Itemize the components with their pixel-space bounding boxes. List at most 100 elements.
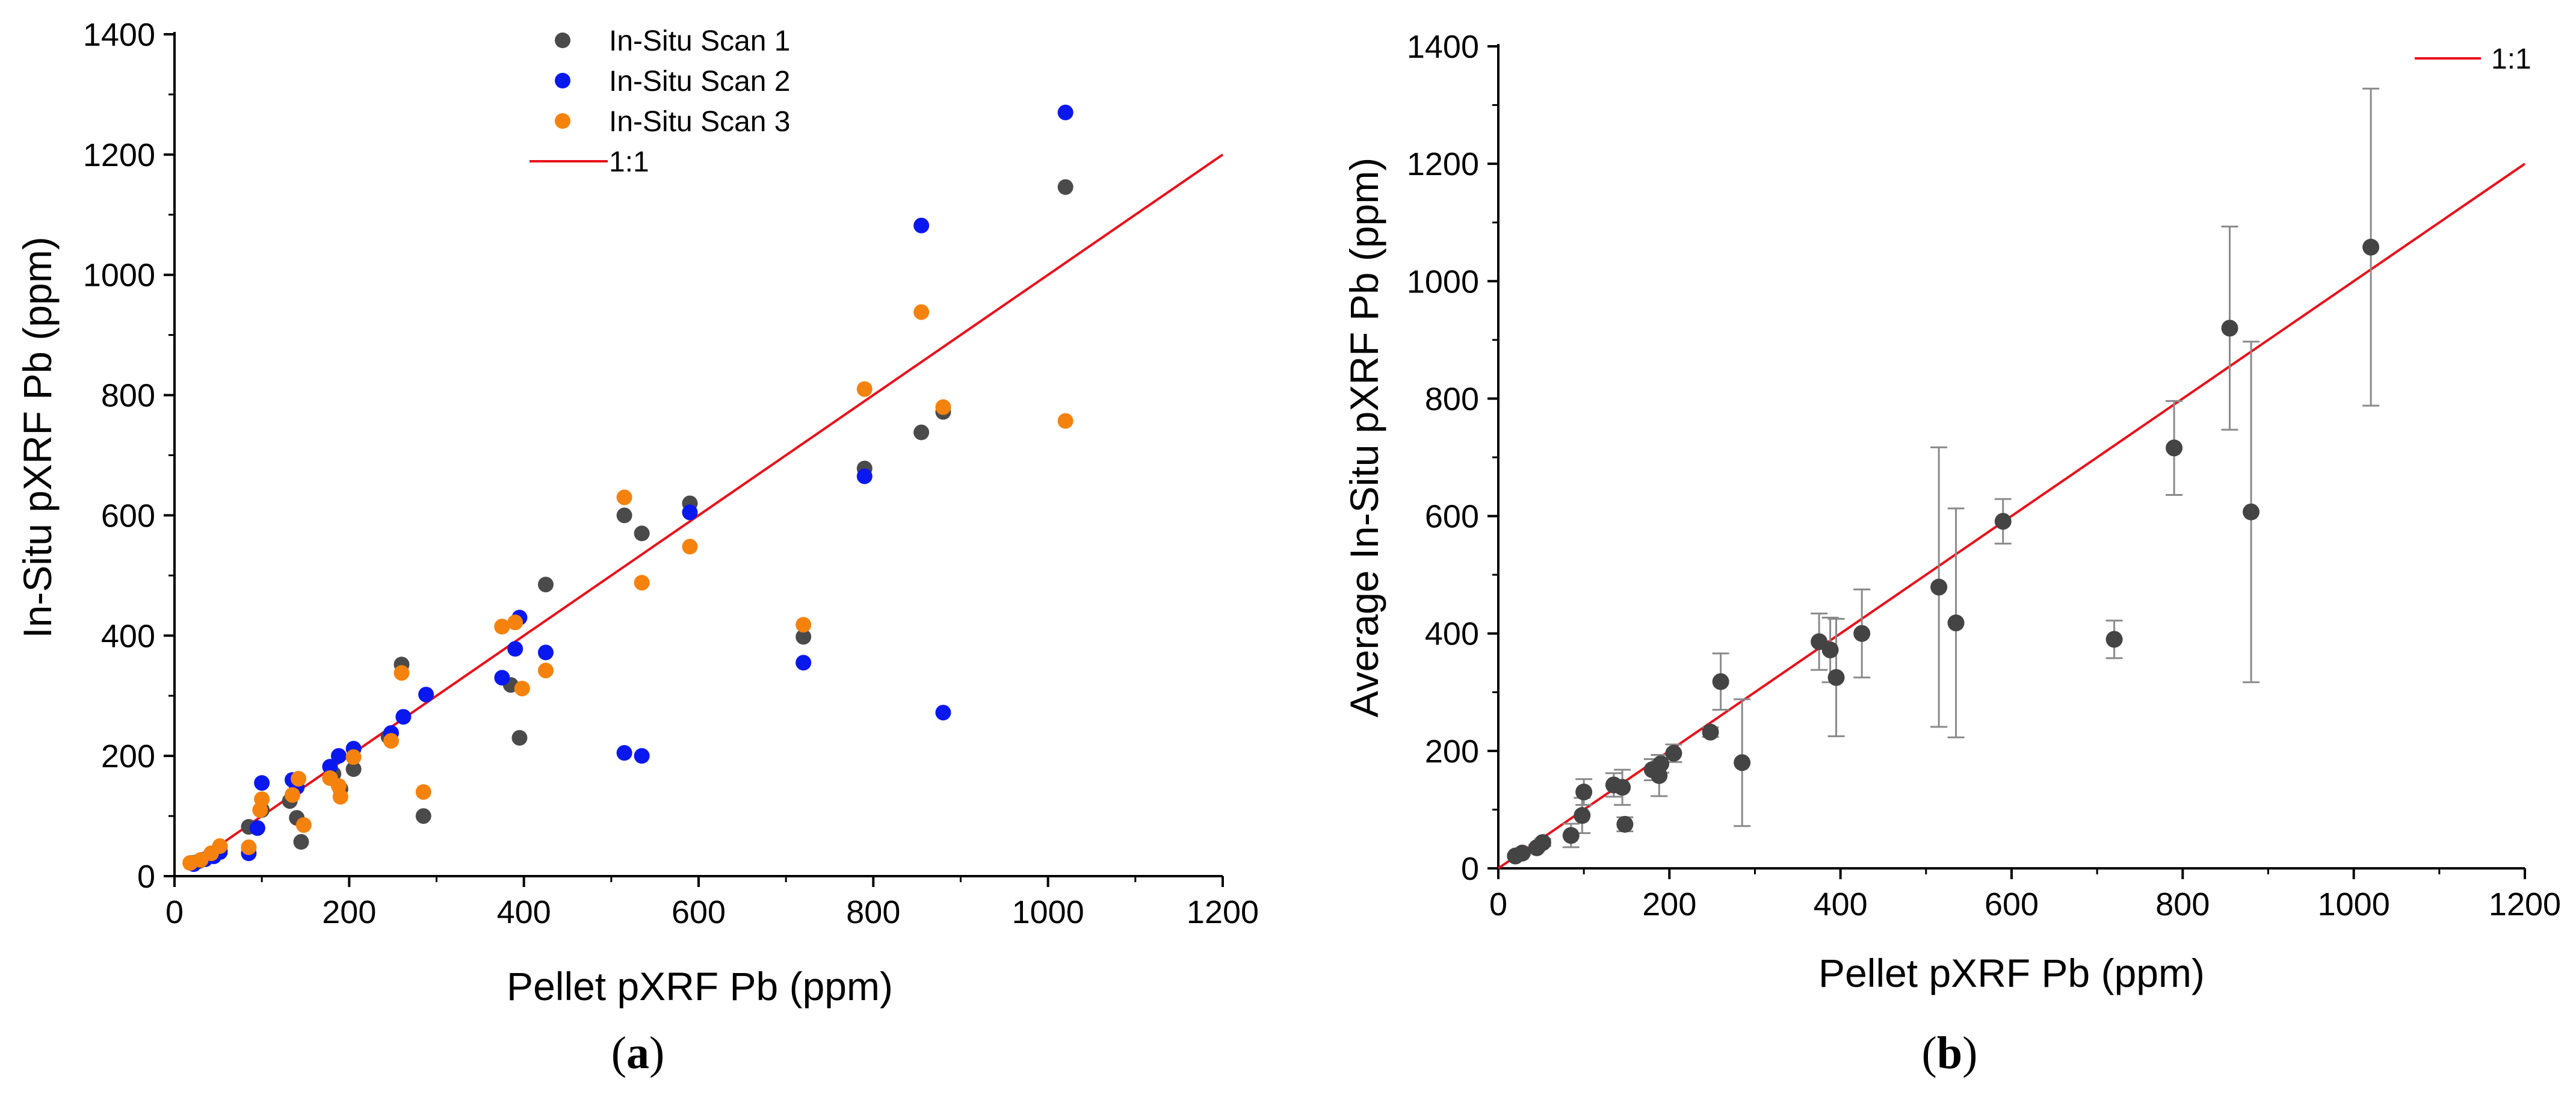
chart-a-legend-label: In-Situ Scan 3	[609, 106, 791, 138]
chart-a-point-series-3	[383, 733, 400, 749]
chart-b-y-tick-label: 200	[1425, 734, 1479, 770]
chart-a-point-series-2	[856, 468, 873, 484]
chart-a-x-tick-label: 400	[497, 894, 551, 930]
chart-b-point-series-1	[1652, 755, 1670, 773]
chart-b-point-series-1	[1575, 783, 1593, 801]
chart-a-point-series-1	[1057, 179, 1073, 195]
chart-b-point-series-1	[2105, 631, 2123, 648]
chart-b-x-tick-label: 800	[2155, 886, 2210, 922]
chart-a-panel-label: (a)	[611, 1028, 665, 1078]
chart-a-point-series-3	[494, 619, 510, 635]
chart-a-point-series-1	[795, 629, 812, 645]
chart-a-ref-group	[191, 153, 1224, 865]
chart-b-point-series-1	[1665, 744, 1682, 762]
chart-a-point-series-3	[254, 791, 270, 808]
chart-b-point-series-1	[1534, 834, 1551, 851]
chart-a-x-tick-label: 0	[165, 894, 184, 930]
chart-a-points	[182, 104, 1073, 873]
chart-b-ylabel: Average In-Situ pXRF Pb (ppm)	[1342, 158, 1386, 718]
chart-b-x-tick-label: 600	[1985, 886, 2039, 922]
chart-a-ylabel: In-Situ pXRF Pb (ppm)	[15, 236, 60, 638]
chart-a-point-series-2	[395, 709, 412, 725]
chart-a-y-tick-label: 1200	[83, 137, 155, 173]
chart-a-point-series-2	[418, 687, 434, 703]
chart-b-point-series-1	[1702, 723, 1719, 741]
chart-b-y-tick-label: 800	[1425, 381, 1479, 417]
chart-b-point-series-1	[2166, 439, 2183, 457]
chart-a-point-series-1	[634, 525, 650, 542]
chart-a-point-series-3	[537, 663, 554, 679]
chart-b-y-tick-label: 400	[1425, 616, 1479, 652]
chart-b-x-tick-label: 1000	[2318, 886, 2390, 922]
chart-b-point-series-1	[2221, 320, 2238, 337]
chart-a-point-series-3	[291, 771, 307, 787]
chart-b-point-series-1	[1562, 827, 1580, 844]
chart-b: 0 200 400 600 800 1000 1200 0 200 400 600 800 1000 12…	[1342, 29, 2561, 1078]
chart-a-point-series-3	[795, 617, 812, 633]
chart-b-errorbars	[1507, 87, 2380, 859]
chart-b-point-series-1	[1930, 578, 1948, 596]
chart-a: 0 200 400 600 800 1000 1200 0 200 400 600 800 1000 12…	[15, 17, 1259, 1078]
chart-a-ref-line	[191, 153, 1224, 865]
chart-a-point-series-3	[415, 784, 431, 800]
chart-a-point-series-1	[415, 808, 431, 824]
chart-a-x-tick-label: 600	[672, 894, 726, 930]
chart-b-point-series-1	[1821, 641, 1839, 659]
chart-a-point-series-2	[935, 705, 951, 721]
chart-a-point-series-1	[913, 424, 930, 440]
chart-b-point-series-1	[1853, 625, 1871, 642]
chart-b-xlabel: Pellet pXRF Pb (ppm)	[1818, 951, 2205, 995]
chart-b-x-tick-label: 1200	[2489, 886, 2561, 922]
chart-a-x-tick-label: 1000	[1012, 894, 1084, 930]
chart-b-y-tick-label: 600	[1425, 499, 1479, 535]
chart-a-legend-label: In-Situ Scan 2	[609, 66, 791, 97]
chart-a-point-series-2	[795, 655, 812, 671]
chart-a-point-series-3	[913, 304, 930, 320]
chart-a-point-series-2	[537, 644, 554, 661]
chart-a-legend-marker	[555, 73, 570, 88]
chart-a-point-series-3	[212, 838, 228, 854]
chart-b-point-series-1	[1712, 673, 1729, 690]
chart-a-y-tick-label: 600	[101, 498, 155, 534]
chart-b-x-tick-label: 0	[1489, 886, 1507, 922]
chart-a-point-series-3	[284, 787, 300, 803]
chart-a-y-tick-label: 800	[101, 378, 155, 414]
chart-a-point-series-3	[345, 749, 362, 765]
chart-a-point-series-3	[514, 681, 530, 697]
chart-a-point-series-2	[254, 775, 270, 791]
chart-a-point-series-3	[507, 614, 524, 631]
chart-b-point-series-1	[1947, 614, 1965, 632]
chart-a-point-series-2	[616, 745, 632, 761]
chart-a-point-series-3	[394, 665, 410, 681]
chart-b-points	[1507, 238, 2380, 865]
chart-a-point-series-3	[241, 839, 257, 856]
chart-a-grid-frame: 0 200 400 600 800 1000 1200 0 200 400 600 800 1000 12…	[83, 17, 1259, 930]
chart-a-point-series-3	[856, 381, 873, 397]
chart-b-legend: 1:1	[2415, 43, 2531, 75]
chart-a-point-series-2	[322, 759, 338, 775]
chart-b-point-series-1	[1734, 754, 1751, 771]
chart-a-legend-label: In-Situ Scan 1	[609, 25, 791, 57]
chart-b-y-tick-label: 1000	[1407, 264, 1479, 300]
chart-a-x-tick-label: 800	[846, 894, 900, 930]
chart-a-point-series-1	[511, 730, 528, 746]
chart-a-xlabel: Pellet pXRF Pb (ppm)	[507, 964, 893, 1009]
chart-a-point-series-3	[616, 489, 632, 505]
chart-b-point-series-1	[1827, 669, 1845, 686]
chart-a-legend: In-Situ Scan 1 In-Situ Scan 2 In-Situ Scan…	[530, 25, 791, 178]
chart-b-point-series-1	[1994, 513, 2012, 530]
chart-b-x-tick-label: 200	[1642, 886, 1696, 922]
chart-b-point-series-1	[2362, 238, 2380, 256]
chart-b-y-tick-label: 1200	[1407, 146, 1479, 182]
chart-a-point-series-3	[332, 789, 348, 805]
chart-a-legend-marker	[555, 113, 570, 129]
chart-a-point-series-3	[295, 817, 312, 833]
chart-b-grid-frame: 0 200 400 600 800 1000 1200 0 200 400 600 800 1000 12…	[1407, 29, 2561, 922]
chart-a-legend-marker	[555, 32, 570, 48]
chart-a-point-series-2	[507, 641, 524, 657]
chart-a-point-series-2	[330, 748, 347, 764]
chart-b-panel-letter: b	[1937, 1028, 1962, 1078]
chart-a-point-series-2	[494, 670, 510, 686]
chart-b-x-tick-label: 400	[1814, 886, 1868, 922]
chart-a-point-series-2	[249, 820, 265, 836]
